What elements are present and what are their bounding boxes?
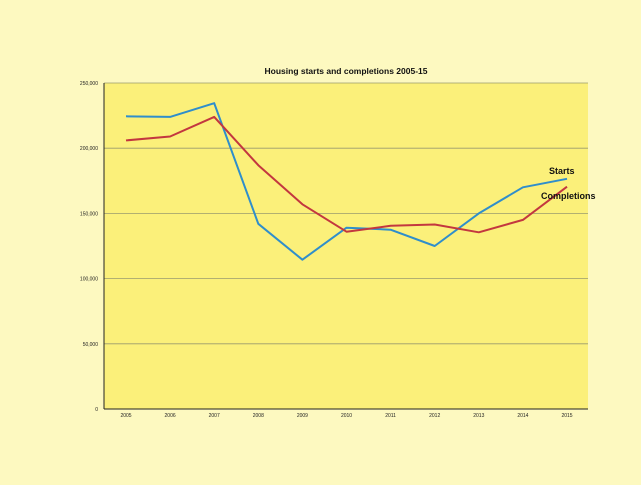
series-line-starts bbox=[125, 102, 568, 261]
y-tick-labels: 0 50,000 100,000 150,000 200,000 250,000 bbox=[80, 81, 98, 413]
x-tick-label: 2008 bbox=[253, 413, 264, 419]
series-label-starts: Starts bbox=[549, 166, 575, 176]
chart-title: Housing starts and completions 2005-15 bbox=[265, 66, 428, 76]
y-tick-label: 0 bbox=[95, 407, 98, 413]
x-tick-label: 2005 bbox=[120, 413, 131, 419]
x-tick-label: 2013 bbox=[473, 413, 484, 419]
x-tick-label: 2012 bbox=[429, 413, 440, 419]
x-tick-label: 2011 bbox=[385, 413, 396, 419]
y-tick-label: 200,000 bbox=[80, 146, 98, 152]
series-line-completions bbox=[125, 115, 568, 234]
series-lines bbox=[125, 102, 568, 261]
x-tick-label: 2015 bbox=[561, 413, 572, 419]
x-tick-label: 2006 bbox=[165, 413, 176, 419]
x-tick-labels: 2005 2006 2007 2008 2009 2010 2011 2012 2013 2014… bbox=[120, 413, 572, 419]
series-label-completions: Completions bbox=[541, 191, 596, 201]
y-tick-label: 150,000 bbox=[80, 211, 98, 217]
plot-area bbox=[104, 83, 588, 409]
y-tick-label: 50,000 bbox=[83, 342, 99, 348]
x-tick-label: 2007 bbox=[209, 413, 220, 419]
y-tick-label: 250,000 bbox=[80, 81, 98, 87]
x-tick-label: 2014 bbox=[517, 413, 528, 419]
x-tick-label: 2010 bbox=[341, 413, 352, 419]
x-tick-label: 2009 bbox=[297, 413, 308, 419]
grid-lines bbox=[104, 82, 588, 345]
y-tick-label: 100,000 bbox=[80, 277, 98, 283]
